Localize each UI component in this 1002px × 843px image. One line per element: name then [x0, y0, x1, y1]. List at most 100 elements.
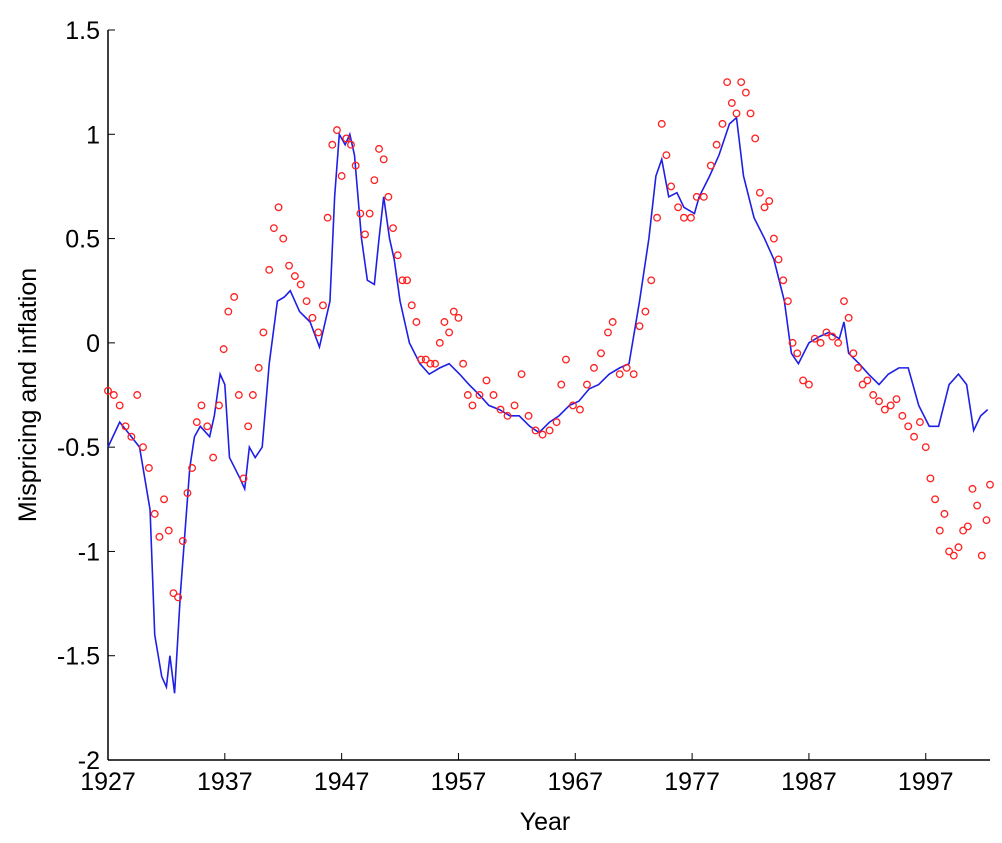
y-tick-label: -2	[78, 747, 100, 775]
scatter-point	[115, 401, 124, 410]
scatter-point	[732, 109, 741, 118]
scatter-point	[531, 426, 540, 435]
scatter-point	[590, 363, 598, 372]
scatter-point	[737, 78, 746, 87]
scatter-point	[319, 301, 327, 310]
scatter-point	[931, 495, 940, 504]
scatter-point	[662, 151, 671, 160]
scatter-point	[155, 532, 164, 541]
scatter-point	[244, 422, 253, 431]
scatter-point	[686, 213, 695, 222]
scatter-point	[463, 391, 472, 399]
scatter-point	[274, 203, 283, 212]
scatter-point	[844, 313, 853, 322]
scatter-point	[706, 161, 715, 170]
scatter-point	[667, 182, 676, 191]
series-line	[107, 115, 989, 694]
scatter-point	[104, 386, 112, 395]
scatter-point	[892, 395, 901, 404]
scatter-point	[308, 313, 317, 322]
scatter-point	[940, 509, 949, 518]
scatter-point	[963, 522, 972, 531]
y-tick-label: 1.5	[65, 17, 100, 45]
scatter-point	[557, 380, 566, 389]
scatter-point	[949, 551, 958, 560]
scatter-point	[583, 380, 591, 389]
scatter-point	[629, 370, 638, 379]
scatter-point	[510, 401, 519, 410]
scatter-point	[347, 140, 355, 149]
scatter-point	[608, 318, 617, 326]
scatter-point	[561, 355, 570, 364]
scatter-point	[393, 251, 402, 260]
scatter-point	[109, 391, 118, 399]
scatter-point	[290, 272, 299, 281]
scatter-point	[379, 155, 388, 164]
scatter-point	[454, 313, 463, 322]
x-tick-label: 1927	[80, 768, 136, 796]
scatter-point	[886, 401, 895, 410]
scatter-point	[568, 401, 577, 410]
scatter-point	[361, 230, 369, 239]
scatter-point	[421, 355, 430, 364]
scatter-point	[915, 418, 924, 427]
scatter-point	[517, 370, 526, 379]
scatter-point	[160, 495, 169, 504]
scatter-point	[333, 126, 341, 135]
scatter-point	[783, 297, 792, 306]
scatter-point	[910, 432, 919, 441]
scatter-point	[356, 209, 365, 218]
scatter-point	[935, 526, 944, 535]
y-tick-label: -1	[78, 538, 100, 566]
y-tick-label: -0.5	[57, 434, 100, 462]
scatter-point	[954, 543, 963, 552]
scatter-point	[133, 391, 142, 399]
scatter-point	[538, 430, 547, 439]
scatter-point	[296, 280, 305, 289]
scatter-point	[657, 119, 666, 128]
scatter-point	[699, 192, 708, 201]
y-tick-label: 0.5	[65, 226, 100, 254]
scatter-point	[259, 328, 268, 337]
scatter-point	[921, 443, 930, 452]
scatter-point	[203, 422, 212, 431]
scatter-point	[279, 234, 288, 243]
scatter-point	[254, 363, 263, 372]
scatter-point	[552, 418, 561, 427]
scatter-point	[804, 380, 813, 389]
scatter-point	[810, 334, 819, 343]
scatter-point	[779, 276, 788, 285]
scatter-point	[285, 261, 294, 270]
scatter-point	[788, 338, 797, 347]
scatter-point	[174, 593, 183, 602]
scatter-point	[647, 276, 656, 285]
scatter-point	[209, 453, 218, 462]
scatter-point	[323, 213, 332, 222]
scatter-point	[828, 332, 837, 341]
scatter-point	[219, 345, 228, 354]
scatter-point	[407, 301, 416, 310]
scatter-point	[489, 391, 498, 399]
scatter-point	[904, 422, 913, 431]
scatter-point	[769, 234, 778, 243]
scatter-point	[615, 370, 624, 379]
scatter-point	[880, 405, 889, 414]
scatter-point	[653, 213, 662, 222]
scatter-point	[576, 405, 584, 414]
scatter-point	[431, 359, 440, 368]
scatter-point	[641, 307, 650, 316]
scatter-point	[746, 109, 755, 118]
x-tick-label: 1937	[197, 768, 253, 796]
x-axis-label: Year	[520, 808, 571, 836]
scatter-point	[370, 176, 379, 185]
scatter-point	[723, 78, 732, 87]
scatter-point	[375, 144, 383, 153]
scatter-point	[265, 265, 274, 274]
scatter-point	[459, 359, 468, 368]
scatter-point	[482, 376, 491, 385]
scatter-point	[398, 276, 407, 285]
scatter-point	[755, 188, 764, 197]
x-tick-label: 1957	[431, 768, 487, 796]
scatter-point	[741, 88, 750, 97]
